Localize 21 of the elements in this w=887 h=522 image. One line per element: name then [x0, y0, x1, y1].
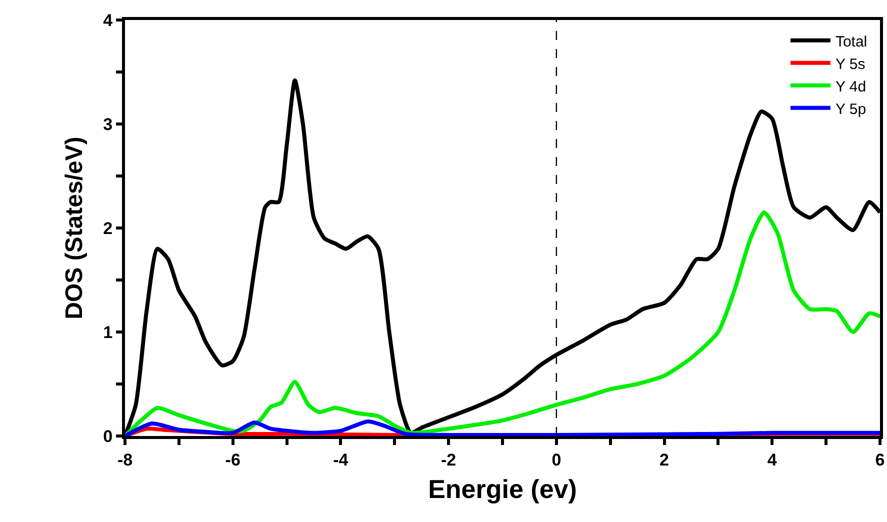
y-tick-label: 0	[103, 426, 113, 446]
y-axis-title: DOS (States/eV)	[61, 136, 88, 320]
x-tick-label: -6	[225, 450, 240, 470]
legend-label: Y 4d	[835, 78, 866, 96]
x-tick-label: -8	[117, 450, 133, 470]
legend-label: Y 5s	[835, 56, 866, 73]
x-tick-label: 0	[552, 450, 562, 470]
x-tick-label: -2	[441, 450, 456, 470]
y-tick-label: 2	[103, 218, 113, 238]
x-tick-label: -4	[333, 450, 349, 470]
x-axis-title: Energie (ev)	[428, 474, 577, 504]
y-tick-label: 4	[103, 10, 114, 30]
x-tick-label: 4	[767, 450, 778, 470]
line-series	[125, 210, 880, 436]
line-series	[125, 419, 880, 436]
y-tick-label: 1	[103, 322, 113, 342]
legend-label: Total	[835, 33, 868, 50]
legend-label: Y 5p	[835, 100, 866, 118]
x-tick-label: 6	[875, 450, 885, 470]
y-tick-label: 3	[103, 114, 113, 134]
x-tick-label: 2	[660, 450, 670, 470]
